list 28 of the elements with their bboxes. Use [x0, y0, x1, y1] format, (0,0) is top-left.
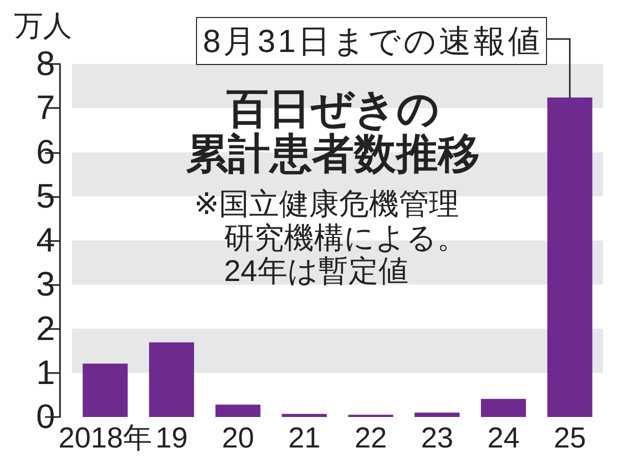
x-tick-label: 20	[222, 422, 254, 454]
y-tick-label: 6	[36, 133, 55, 172]
x-tick-label: 24	[487, 422, 520, 454]
bar	[547, 98, 592, 417]
y-tick-label: 1	[36, 354, 55, 392]
text: 百日ぜきの累計患者数推移	[185, 85, 481, 177]
y-tick-label: 0	[36, 398, 55, 436]
bar	[480, 398, 526, 417]
bar	[414, 412, 460, 417]
x-tick-label: 2018年	[58, 422, 152, 454]
y-axis-title: 万人	[14, 10, 72, 42]
bar	[149, 342, 194, 417]
y-tick-label: 2	[36, 310, 55, 348]
y-tick-label: 3	[36, 266, 55, 304]
x-tick-label: 19	[155, 422, 188, 454]
y-tick-label: 5	[36, 177, 55, 216]
bar	[215, 404, 260, 417]
annotation: ※国立健康危機管理研究機構による。24年は暫定値	[194, 188, 468, 288]
x-tick-label: 22	[354, 422, 387, 454]
bar	[282, 414, 327, 417]
x-tick-label: 21	[288, 422, 320, 454]
y-tick-label: 4	[36, 222, 55, 260]
bar	[82, 364, 128, 417]
y-tick-label: 8	[36, 45, 55, 83]
x-tick-label: 25	[554, 422, 586, 454]
annotation: 8月31日までの速報値	[196, 17, 547, 65]
x-tick-label: 23	[420, 422, 454, 454]
y-tick-label: 7	[36, 89, 55, 128]
